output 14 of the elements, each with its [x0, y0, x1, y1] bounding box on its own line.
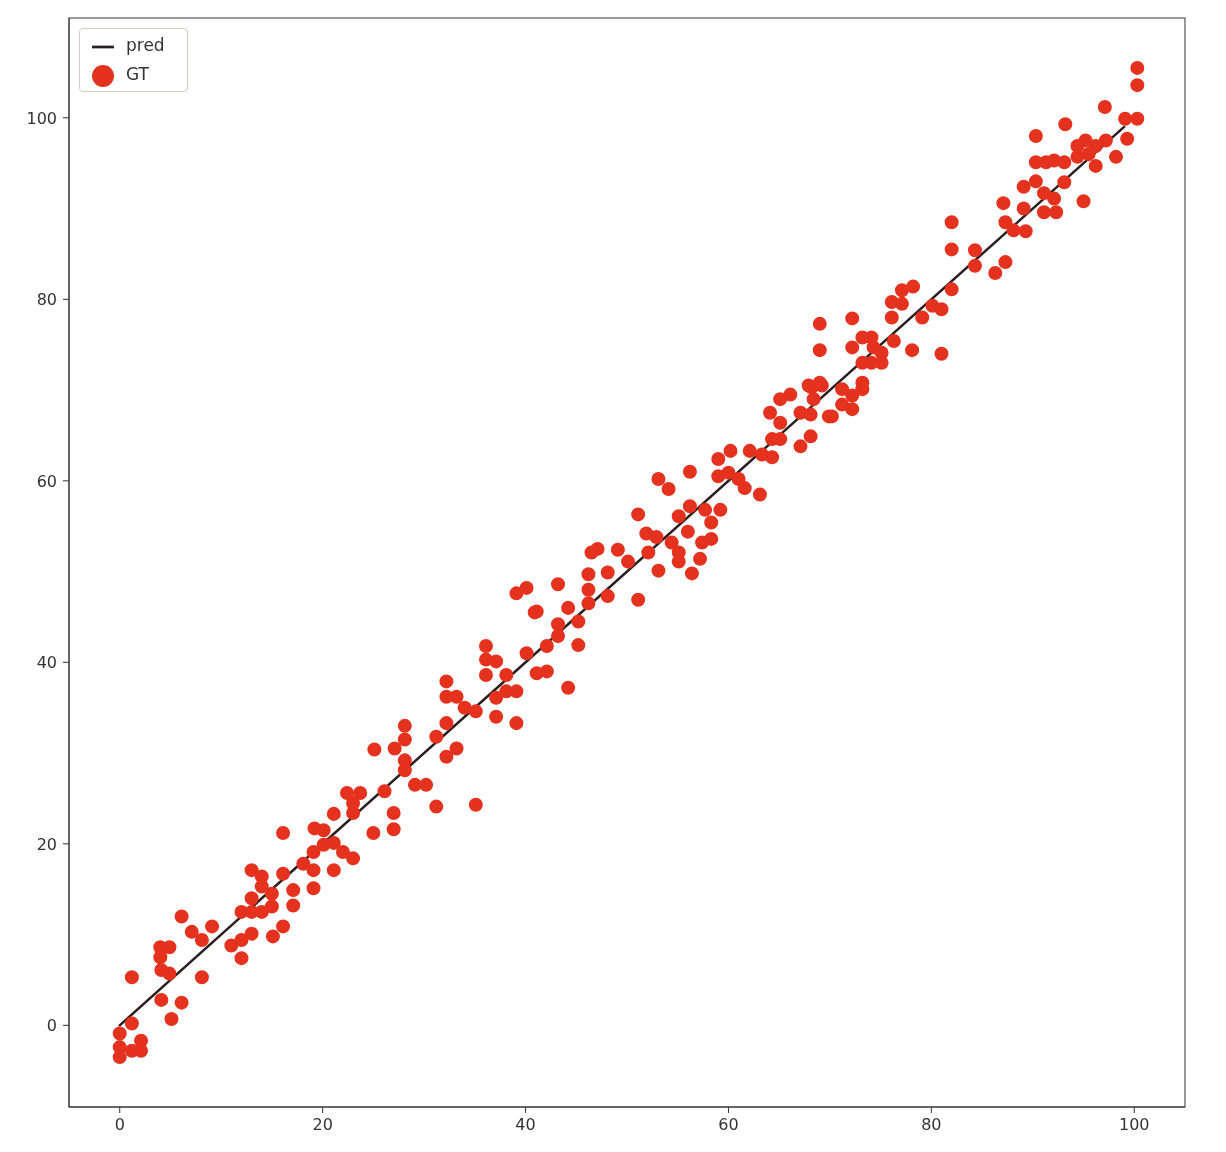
x-tick-label: 40	[515, 1115, 536, 1135]
y-tick-label: 60	[36, 471, 57, 491]
x-tick-label: 100	[1119, 1115, 1150, 1135]
legend-label: GT	[126, 64, 149, 84]
x-tick-label: 60	[718, 1115, 739, 1135]
x-tick-label: 20	[312, 1115, 333, 1135]
y-tick-label: 40	[36, 653, 57, 673]
x-tick-label: 80	[921, 1115, 942, 1135]
y-tick-label: 0	[46, 1016, 57, 1036]
y-tick-label: 100	[26, 108, 57, 128]
y-tick-label: 80	[36, 290, 57, 310]
x-tick-label: 0	[114, 1115, 125, 1135]
y-tick-label: 20	[36, 834, 57, 854]
legend-label: pred	[126, 35, 165, 55]
